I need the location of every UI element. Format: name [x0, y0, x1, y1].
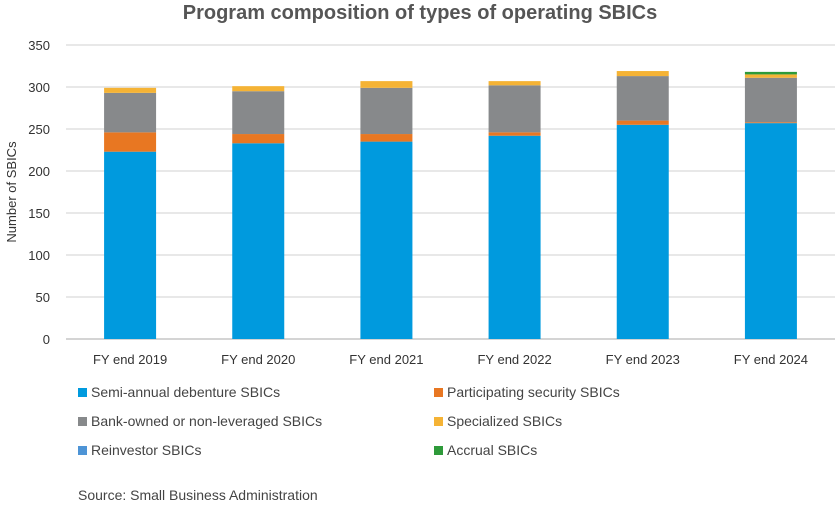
y-tick-label: 100 — [28, 248, 50, 263]
bar-segment — [232, 86, 285, 92]
legend-label: Accrual SBICs — [447, 442, 538, 458]
legend-item: Bank-owned or non-leveraged SBICs — [78, 413, 322, 429]
x-tick-label: FY end 2023 — [606, 352, 680, 367]
bar-segment — [744, 74, 797, 78]
legend-swatch — [78, 445, 87, 455]
bar-segment — [104, 151, 157, 339]
legend-label: Participating security SBICs — [447, 384, 620, 400]
bar-segment — [360, 141, 413, 339]
legend-label: Bank-owned or non-leveraged SBICs — [91, 413, 323, 429]
bar-segment — [232, 134, 285, 144]
legend-swatch — [434, 416, 443, 426]
legend-swatch — [434, 387, 443, 397]
bar-segment — [104, 92, 157, 133]
bar-segment — [360, 87, 413, 135]
bar-segment — [488, 132, 541, 136]
bar-segment — [488, 135, 541, 339]
bar-segment — [744, 123, 797, 340]
y-tick-label: 150 — [28, 206, 50, 221]
bar-segment — [360, 81, 413, 88]
x-tick-label: FY end 2020 — [221, 352, 295, 367]
bar-segment — [104, 132, 157, 152]
x-tick-label: FY end 2021 — [349, 352, 423, 367]
x-tick-label: FY end 2022 — [477, 352, 551, 367]
bar-segment — [104, 87, 157, 93]
bar-segment — [232, 143, 285, 339]
legend-swatch — [434, 445, 443, 455]
bar-segment — [616, 71, 669, 77]
y-tick-label: 200 — [28, 164, 50, 179]
bar-segment — [744, 77, 797, 123]
bar-segment — [360, 134, 413, 142]
x-tick-label: FY end 2019 — [93, 352, 167, 367]
bar-segment — [616, 124, 669, 339]
legend-item: Semi-annual debenture SBICs — [78, 384, 280, 400]
legend-label: Specialized SBICs — [447, 413, 563, 429]
y-tick-label: 350 — [28, 38, 50, 53]
bar-segment — [744, 122, 797, 124]
legend-item: Participating security SBICs — [434, 384, 620, 400]
bar-segment — [488, 81, 541, 86]
y-tick-label: 0 — [43, 332, 50, 347]
legend-swatch — [78, 416, 87, 426]
bar-segment — [744, 71, 797, 75]
chart-title: Program composition of types of operatin… — [182, 2, 658, 24]
legend-item: Specialized SBICs — [434, 413, 562, 429]
y-axis-label: Number of SBICs — [4, 141, 19, 243]
legend-label: Semi-annual debenture SBICs — [91, 384, 281, 400]
bar-segment — [616, 76, 669, 121]
source-note: Source: Small Business Administration — [78, 487, 318, 503]
legend-swatch — [78, 387, 87, 397]
x-tick-label: FY end 2024 — [734, 352, 808, 367]
y-tick-label: 50 — [36, 290, 50, 305]
y-tick-label: 300 — [28, 80, 50, 95]
bar-segment — [488, 85, 541, 133]
bar-segment — [616, 120, 669, 125]
bar-segment — [232, 91, 285, 135]
plot-area: 0 50 100 150 200 250 300 350 Number of SBICs FY e… — [4, 38, 835, 367]
legend-item: Reinvestor SBICs — [78, 442, 201, 458]
legend-label: Reinvestor SBICs — [91, 442, 202, 458]
legend-item: Accrual SBICs — [434, 442, 537, 458]
y-tick-label: 250 — [28, 122, 50, 137]
